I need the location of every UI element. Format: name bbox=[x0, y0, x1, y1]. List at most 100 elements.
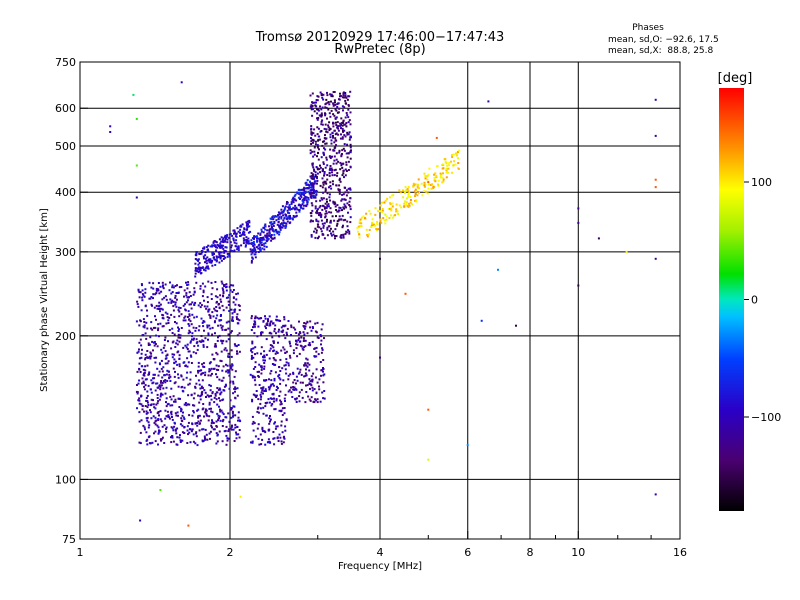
data-point bbox=[338, 107, 341, 110]
data-point bbox=[313, 230, 315, 233]
data-point bbox=[225, 321, 228, 324]
data-point bbox=[182, 416, 185, 419]
data-point bbox=[299, 368, 302, 371]
data-point bbox=[174, 428, 177, 431]
data-point bbox=[251, 251, 254, 254]
data-point bbox=[161, 381, 164, 384]
data-point bbox=[305, 391, 308, 393]
data-point bbox=[214, 332, 216, 335]
data-point bbox=[280, 211, 283, 214]
data-point bbox=[161, 281, 164, 284]
data-point bbox=[271, 226, 273, 229]
data-point bbox=[303, 190, 306, 193]
data-point bbox=[211, 333, 214, 336]
data-point bbox=[379, 218, 382, 221]
data-point bbox=[293, 216, 296, 219]
data-point bbox=[216, 243, 219, 246]
data-point bbox=[256, 240, 259, 243]
data-point bbox=[339, 180, 342, 183]
data-point bbox=[276, 385, 278, 388]
data-point bbox=[196, 422, 199, 424]
data-point bbox=[300, 196, 303, 199]
data-point bbox=[211, 419, 213, 422]
data-point bbox=[190, 393, 193, 396]
data-point bbox=[172, 286, 175, 289]
data-point bbox=[338, 209, 340, 212]
data-point bbox=[337, 188, 340, 191]
data-point bbox=[346, 225, 349, 228]
data-point bbox=[211, 259, 213, 262]
data-point bbox=[322, 359, 325, 361]
data-point bbox=[246, 220, 249, 223]
data-point bbox=[193, 290, 196, 293]
data-point bbox=[445, 176, 448, 179]
data-point bbox=[260, 366, 263, 369]
data-point bbox=[206, 296, 209, 299]
data-point bbox=[230, 246, 233, 249]
data-point bbox=[270, 223, 273, 226]
data-point bbox=[298, 210, 301, 213]
data-point bbox=[349, 197, 352, 200]
data-point bbox=[303, 339, 305, 342]
data-point bbox=[189, 341, 192, 344]
data-point bbox=[176, 339, 179, 342]
data-point bbox=[223, 239, 226, 242]
data-point bbox=[175, 322, 178, 325]
data-point bbox=[181, 431, 184, 434]
data-point bbox=[188, 431, 191, 434]
data-point bbox=[310, 137, 312, 140]
data-point bbox=[229, 289, 232, 292]
data-point bbox=[269, 322, 272, 325]
data-point bbox=[315, 350, 318, 353]
data-point bbox=[304, 187, 307, 190]
data-point bbox=[303, 327, 306, 330]
data-point bbox=[312, 166, 315, 169]
data-point bbox=[225, 363, 227, 366]
data-point bbox=[257, 237, 260, 240]
data-point bbox=[328, 121, 331, 124]
data-point bbox=[220, 240, 223, 243]
data-point bbox=[222, 365, 225, 368]
data-point bbox=[317, 127, 320, 130]
data-point bbox=[177, 373, 179, 376]
data-point bbox=[270, 221, 273, 224]
data-point bbox=[262, 430, 265, 432]
data-point bbox=[159, 310, 161, 313]
data-point bbox=[186, 284, 189, 286]
data-point bbox=[294, 397, 297, 400]
data-point bbox=[278, 433, 281, 436]
data-point bbox=[326, 117, 328, 120]
data-point bbox=[268, 231, 271, 234]
data-point bbox=[334, 235, 336, 237]
data-point bbox=[324, 106, 327, 109]
data-point bbox=[152, 381, 155, 384]
data-point bbox=[334, 237, 336, 240]
data-point bbox=[297, 372, 300, 375]
data-point bbox=[198, 266, 200, 269]
data-point bbox=[192, 440, 195, 443]
data-point bbox=[395, 210, 398, 213]
data-point bbox=[273, 330, 276, 333]
data-point bbox=[294, 207, 297, 210]
data-point bbox=[222, 398, 225, 401]
data-point bbox=[275, 425, 278, 428]
data-point bbox=[310, 172, 313, 175]
data-point bbox=[343, 207, 346, 210]
data-point bbox=[311, 174, 314, 177]
data-point bbox=[290, 324, 293, 327]
data-point bbox=[330, 187, 333, 190]
data-point bbox=[154, 423, 157, 426]
data-point bbox=[288, 207, 291, 210]
data-point bbox=[209, 315, 212, 318]
data-point bbox=[160, 392, 163, 395]
data-point bbox=[239, 224, 242, 227]
data-point bbox=[316, 133, 319, 136]
data-point bbox=[219, 257, 222, 260]
data-point bbox=[151, 340, 154, 343]
data-point bbox=[275, 219, 278, 222]
data-point bbox=[154, 315, 156, 318]
data-point bbox=[193, 337, 195, 340]
data-point bbox=[333, 141, 336, 144]
data-point bbox=[161, 325, 164, 328]
data-point bbox=[406, 188, 409, 190]
